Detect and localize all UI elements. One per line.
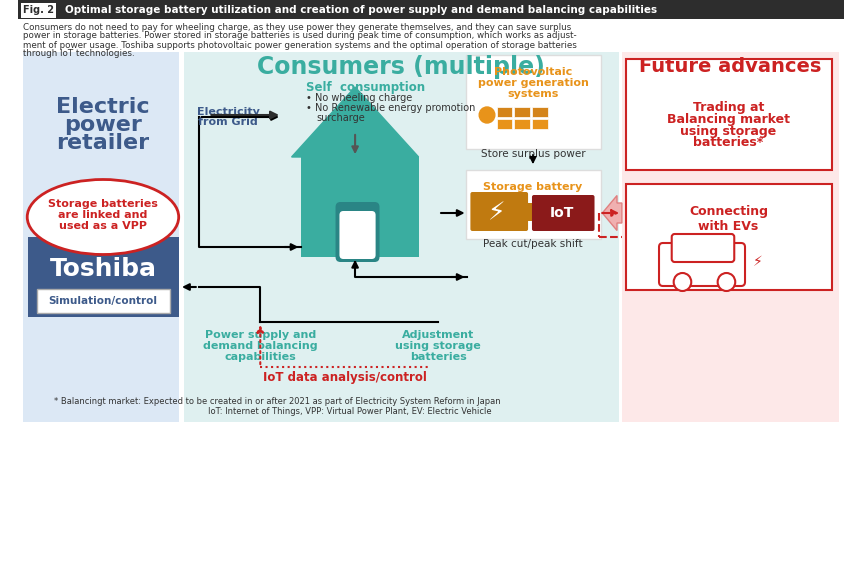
FancyBboxPatch shape (23, 52, 179, 422)
FancyBboxPatch shape (21, 2, 56, 17)
FancyBboxPatch shape (658, 243, 744, 286)
FancyBboxPatch shape (28, 237, 179, 317)
Text: Balancing market: Balancing market (666, 113, 789, 126)
Text: Storage battery: Storage battery (483, 182, 582, 192)
Text: batteries: batteries (409, 352, 466, 362)
Text: with EVs: with EVs (697, 219, 758, 233)
Text: Consumers (multiple): Consumers (multiple) (257, 55, 544, 79)
Text: are linked and: are linked and (58, 210, 148, 220)
Text: power: power (64, 115, 142, 135)
Text: using storage: using storage (395, 341, 480, 351)
FancyBboxPatch shape (36, 289, 170, 313)
FancyBboxPatch shape (18, 0, 842, 19)
FancyBboxPatch shape (625, 59, 831, 170)
Ellipse shape (27, 179, 178, 254)
Text: ment of power usage. Toshiba supports photovoltaic power generation systems and : ment of power usage. Toshiba supports ph… (23, 40, 576, 50)
Text: Peak cut/peak shift: Peak cut/peak shift (483, 239, 582, 249)
Text: • No wheeling charge: • No wheeling charge (306, 93, 412, 103)
FancyBboxPatch shape (514, 119, 529, 129)
Text: Self  consumption: Self consumption (306, 81, 425, 93)
Text: batteries*: batteries* (692, 137, 763, 149)
Text: power generation: power generation (477, 78, 587, 88)
Text: through IoT technologies.: through IoT technologies. (23, 50, 134, 58)
Text: * Balancingt market: Expected to be created in or after 2021 as part of Electric: * Balancingt market: Expected to be crea… (53, 398, 500, 407)
FancyBboxPatch shape (621, 52, 838, 422)
Text: ⚡: ⚡ (752, 255, 761, 269)
Text: Future advances: Future advances (638, 58, 820, 77)
FancyArrow shape (602, 196, 621, 230)
Text: Electricity: Electricity (197, 107, 259, 117)
Text: demand balancing: demand balancing (203, 341, 317, 351)
Text: Adjustment: Adjustment (402, 330, 473, 340)
Text: used as a VPP: used as a VPP (59, 221, 147, 231)
FancyBboxPatch shape (532, 195, 594, 231)
FancyBboxPatch shape (470, 192, 528, 231)
FancyBboxPatch shape (496, 107, 511, 117)
Text: systems: systems (506, 89, 558, 99)
FancyBboxPatch shape (671, 234, 733, 262)
Text: Toshiba: Toshiba (50, 257, 156, 281)
Text: Consumers do not need to pay for wheeling charge, as they use power they generat: Consumers do not need to pay for wheelin… (23, 23, 571, 32)
Circle shape (717, 273, 734, 291)
Text: IoT: IoT (549, 206, 574, 220)
FancyBboxPatch shape (465, 55, 601, 149)
FancyBboxPatch shape (532, 119, 547, 129)
Text: power in storage batteries. Power stored in storage batteries is used during pea: power in storage batteries. Power stored… (23, 32, 576, 40)
Text: using storage: using storage (679, 125, 776, 137)
Text: IoT: Internet of Things, VPP: Virtual Power Plant, EV: Electric Vehicle: IoT: Internet of Things, VPP: Virtual Po… (208, 407, 491, 417)
FancyBboxPatch shape (184, 52, 618, 422)
Text: Trading at: Trading at (692, 100, 763, 114)
Text: ⚡: ⚡ (488, 201, 505, 225)
FancyBboxPatch shape (465, 170, 601, 239)
Text: from Grid: from Grid (198, 117, 257, 127)
FancyBboxPatch shape (335, 202, 379, 262)
Text: Photovoltaic: Photovoltaic (493, 67, 571, 77)
Text: Simulation/control: Simulation/control (48, 296, 157, 306)
Text: capabilities: capabilities (225, 352, 295, 362)
Circle shape (673, 273, 690, 291)
Text: surcharge: surcharge (316, 113, 365, 123)
FancyBboxPatch shape (625, 184, 831, 290)
FancyBboxPatch shape (514, 107, 529, 117)
Text: Optimal storage battery utilization and creation of power supply and demand bala: Optimal storage battery utilization and … (65, 5, 656, 15)
FancyBboxPatch shape (339, 211, 376, 259)
Text: IoT data analysis/control: IoT data analysis/control (263, 370, 427, 384)
Text: Fig. 2: Fig. 2 (23, 5, 54, 15)
FancyBboxPatch shape (301, 157, 418, 257)
Text: Power supply and: Power supply and (204, 330, 316, 340)
Text: Electric: Electric (56, 97, 149, 117)
Polygon shape (291, 87, 418, 157)
FancyBboxPatch shape (526, 203, 532, 221)
FancyBboxPatch shape (496, 119, 511, 129)
Text: Connecting: Connecting (688, 205, 767, 219)
FancyBboxPatch shape (532, 107, 547, 117)
Text: • No Renewable energy promotion: • No Renewable energy promotion (306, 103, 475, 113)
Text: Storage batteries: Storage batteries (48, 199, 158, 209)
Text: retailer: retailer (57, 133, 149, 153)
Circle shape (479, 107, 495, 123)
Text: Store surplus power: Store surplus power (480, 149, 585, 159)
